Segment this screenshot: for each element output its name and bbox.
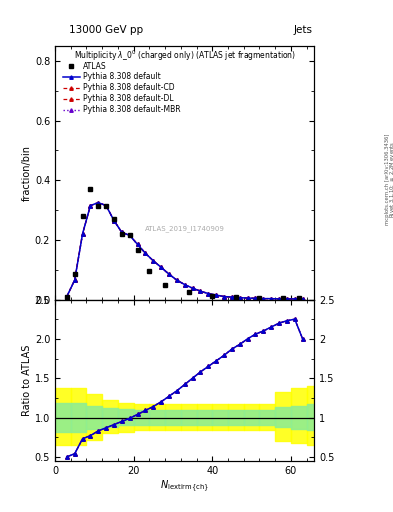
Text: 13000 GeV pp: 13000 GeV pp	[69, 25, 143, 35]
Text: Rivet 3.1.10; $\geq$ 2.2M events: Rivet 3.1.10; $\geq$ 2.2M events	[388, 141, 393, 218]
X-axis label: $N_{\mathsf{lextirm\{ch\}}}$: $N_{\mathsf{lextirm\{ch\}}}$	[160, 478, 209, 495]
Text: Jets: Jets	[294, 25, 312, 35]
Y-axis label: fraction/bin: fraction/bin	[22, 145, 32, 201]
Legend: ATLAS, Pythia 8.308 default, Pythia 8.308 default-CD, Pythia 8.308 default-DL, P: ATLAS, Pythia 8.308 default, Pythia 8.30…	[61, 60, 182, 116]
Y-axis label: Ratio to ATLAS: Ratio to ATLAS	[22, 345, 32, 416]
Text: mcplots.cern.ch [arXiv:1306.3436]: mcplots.cern.ch [arXiv:1306.3436]	[385, 134, 389, 225]
Text: Multiplicity $\lambda\_0^0$ (charged only) (ATLAS jet fragmentation): Multiplicity $\lambda\_0^0$ (charged onl…	[73, 49, 296, 63]
Text: ATLAS_2019_I1740909: ATLAS_2019_I1740909	[145, 225, 225, 232]
